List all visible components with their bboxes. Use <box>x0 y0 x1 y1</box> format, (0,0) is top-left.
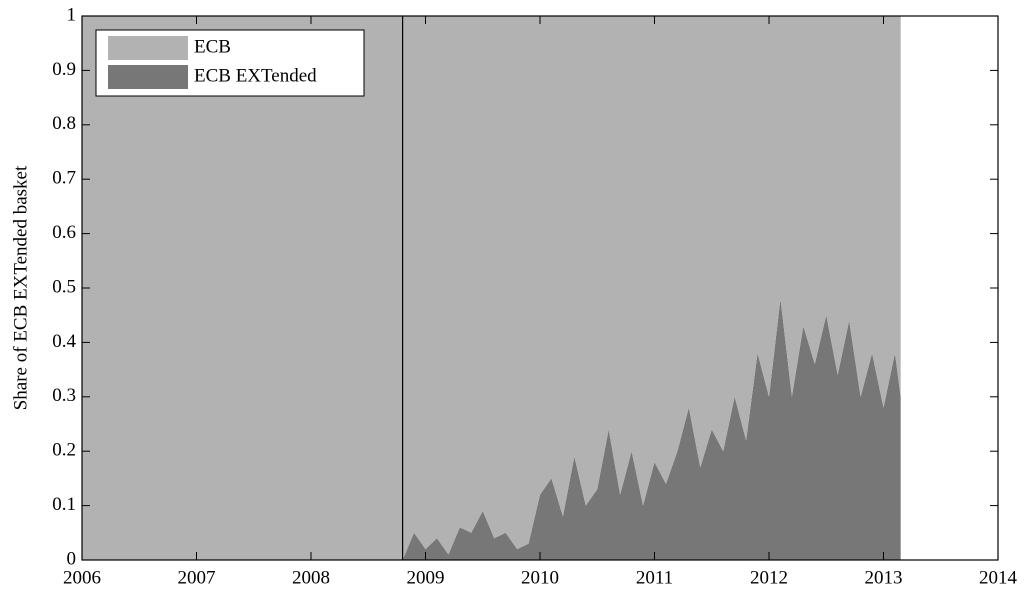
legend-label: ECB EXTended <box>194 65 317 86</box>
x-tick-label: 2013 <box>865 567 903 588</box>
y-tick-label: 0 <box>67 548 77 569</box>
area <box>82 298 901 560</box>
y-tick-label: 0.6 <box>52 222 76 243</box>
y-tick-label: 0.8 <box>52 113 76 134</box>
x-tick-label: 2006 <box>63 567 101 588</box>
y-axis-label: Share of ECB EXTended basket <box>10 165 31 410</box>
x-tick-label: 2011 <box>636 567 673 588</box>
x-tick-label: 2014 <box>979 567 1018 588</box>
legend-swatch <box>108 36 188 60</box>
y-tick-label: 0.5 <box>52 276 76 297</box>
legend-label: ECB <box>194 36 231 57</box>
x-tick-label: 2008 <box>292 567 330 588</box>
y-tick-label: 1 <box>67 4 77 25</box>
y-tick-label: 0.7 <box>52 168 76 189</box>
x-tick-label: 2010 <box>521 567 559 588</box>
x-tick-label: 2007 <box>178 567 216 588</box>
y-tick-label: 0.4 <box>52 331 76 352</box>
y-tick-label: 0.2 <box>52 440 76 461</box>
x-tick-label: 2009 <box>407 567 445 588</box>
y-tick-label: 0.1 <box>52 494 76 515</box>
x-tick-label: 2012 <box>750 567 788 588</box>
y-tick-label: 0.9 <box>52 59 76 80</box>
y-tick-label: 0.3 <box>52 385 76 406</box>
area <box>82 16 901 560</box>
legend-swatch <box>108 65 188 89</box>
